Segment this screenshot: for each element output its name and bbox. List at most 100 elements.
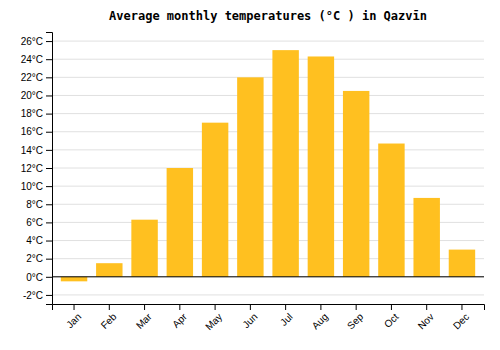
x-tick: Dec <box>451 304 471 331</box>
y-tick-mark <box>46 114 52 115</box>
y-tick: 14°C <box>21 145 52 156</box>
bar <box>202 123 228 277</box>
grid-line <box>52 77 484 78</box>
y-tick: 26°C <box>21 36 52 47</box>
y-tick-label: 24°C <box>21 54 43 65</box>
grid-line <box>52 41 484 42</box>
x-axis: Jan Feb Mar Apr May Jun Jul Aug Sep Oct Nov Dec <box>53 304 485 332</box>
y-tick: 24°C <box>21 54 52 65</box>
x-tick-mark <box>74 304 75 310</box>
y-tick: 18°C <box>21 108 52 119</box>
x-tick-label: Oct <box>382 311 401 330</box>
y-tick-mark <box>46 222 52 223</box>
chart-container: -2°C 0°C 2°C 4°C 6°C 8°C 10°C 12°C 14°C 16°C 18°C 2… <box>0 0 500 350</box>
bar <box>272 50 298 277</box>
x-tick: Feb <box>99 304 119 331</box>
x-tick-label: Nov <box>416 311 436 331</box>
grid-line <box>52 131 484 132</box>
y-tick: 0°C <box>26 272 52 283</box>
y-tick-label: 2°C <box>26 253 43 264</box>
y-tick-label: 16°C <box>21 126 43 137</box>
y-tick-mark <box>46 295 52 296</box>
x-tick-label: Apr <box>170 311 189 330</box>
plot: -2°C 0°C 2°C 4°C 6°C 8°C 10°C 12°C 14°C 16°C 18°C 2… <box>21 33 485 333</box>
y-tick: 4°C <box>26 235 52 246</box>
x-tick: Jun <box>240 304 259 330</box>
grid-line <box>52 294 484 295</box>
x-tick-label: Sep <box>345 311 366 332</box>
y-tick: 20°C <box>21 90 52 101</box>
y-tick-mark <box>46 150 52 151</box>
x-tick-mark <box>426 304 427 310</box>
y-tick-label: 6°C <box>26 217 43 228</box>
y-axis-line <box>46 33 53 305</box>
x-tick-mark <box>109 304 110 310</box>
bar <box>131 220 157 277</box>
y-tick-mark <box>46 77 52 78</box>
y-tick-mark <box>46 41 52 42</box>
y-tick-label: 10°C <box>21 181 43 192</box>
y-tick-mark <box>46 277 52 278</box>
x-tick-label: Aug <box>310 311 330 331</box>
x-tick-label: May <box>203 311 224 332</box>
y-tick-label: -2°C <box>23 290 43 301</box>
x-tick-mark <box>215 304 216 310</box>
x-tick-mark <box>461 304 462 310</box>
y-tick-mark <box>46 132 52 133</box>
x-tick-label: Jul <box>278 311 295 328</box>
grid-line <box>52 113 484 114</box>
x-tick-label: Dec <box>451 311 471 331</box>
bar <box>343 91 369 277</box>
x-tick-mark <box>356 304 357 310</box>
y-tick-label: 12°C <box>21 163 43 174</box>
grid-line <box>52 168 484 169</box>
bar <box>96 263 122 277</box>
x-tick-mark <box>320 304 321 310</box>
y-tick: 22°C <box>21 72 52 83</box>
grid <box>52 41 484 295</box>
y-tick-label: 26°C <box>21 36 43 47</box>
x-tick-label: Mar <box>134 311 154 331</box>
grid-line <box>52 59 484 60</box>
y-tick-label: 8°C <box>26 199 43 210</box>
y-tick-label: 18°C <box>21 108 43 119</box>
x-tick: Aug <box>310 304 330 331</box>
x-tick: Jan <box>64 304 83 330</box>
x-tick-mark <box>285 304 286 310</box>
x-tick-label: Jun <box>240 311 259 330</box>
y-tick-label: 4°C <box>26 235 43 246</box>
bars <box>52 50 484 281</box>
x-tick: Mar <box>134 304 154 331</box>
bar <box>237 77 263 276</box>
y-tick: 16°C <box>21 126 52 137</box>
chart-svg: -2°C 0°C 2°C 4°C 6°C 8°C 10°C 12°C 14°C 16°C 18°C 2… <box>0 0 500 350</box>
y-tick-mark <box>46 241 52 242</box>
bar <box>167 168 193 277</box>
x-tick: Sep <box>345 304 366 331</box>
y-tick-mark <box>46 204 52 205</box>
y-tick: 12°C <box>21 163 52 174</box>
y-tick: 2°C <box>26 253 52 264</box>
y-tick: 6°C <box>26 217 52 228</box>
y-tick-mark <box>46 186 52 187</box>
y-tick-mark <box>46 168 52 169</box>
x-tick: Nov <box>416 304 436 331</box>
x-tick: Jul <box>278 304 295 328</box>
x-tick-mark <box>179 304 180 310</box>
y-tick: -2°C <box>23 290 52 301</box>
x-tick: May <box>203 304 224 332</box>
grid-line <box>52 186 484 187</box>
x-tick: Oct <box>382 304 401 330</box>
grid-line <box>52 149 484 150</box>
y-tick-label: 0°C <box>26 272 43 283</box>
y-tick-label: 20°C <box>21 90 43 101</box>
x-tick-mark <box>391 304 392 310</box>
y-tick-label: 14°C <box>21 145 43 156</box>
y-tick-mark <box>46 95 52 96</box>
y-axis: -2°C 0°C 2°C 4°C 6°C 8°C 10°C 12°C 14°C 16°C 18°C 2… <box>21 33 53 305</box>
x-tick-label: Jan <box>64 311 83 330</box>
grid-line <box>52 276 484 277</box>
y-tick: 10°C <box>21 181 52 192</box>
y-tick-mark <box>46 59 52 60</box>
bar <box>308 56 334 276</box>
